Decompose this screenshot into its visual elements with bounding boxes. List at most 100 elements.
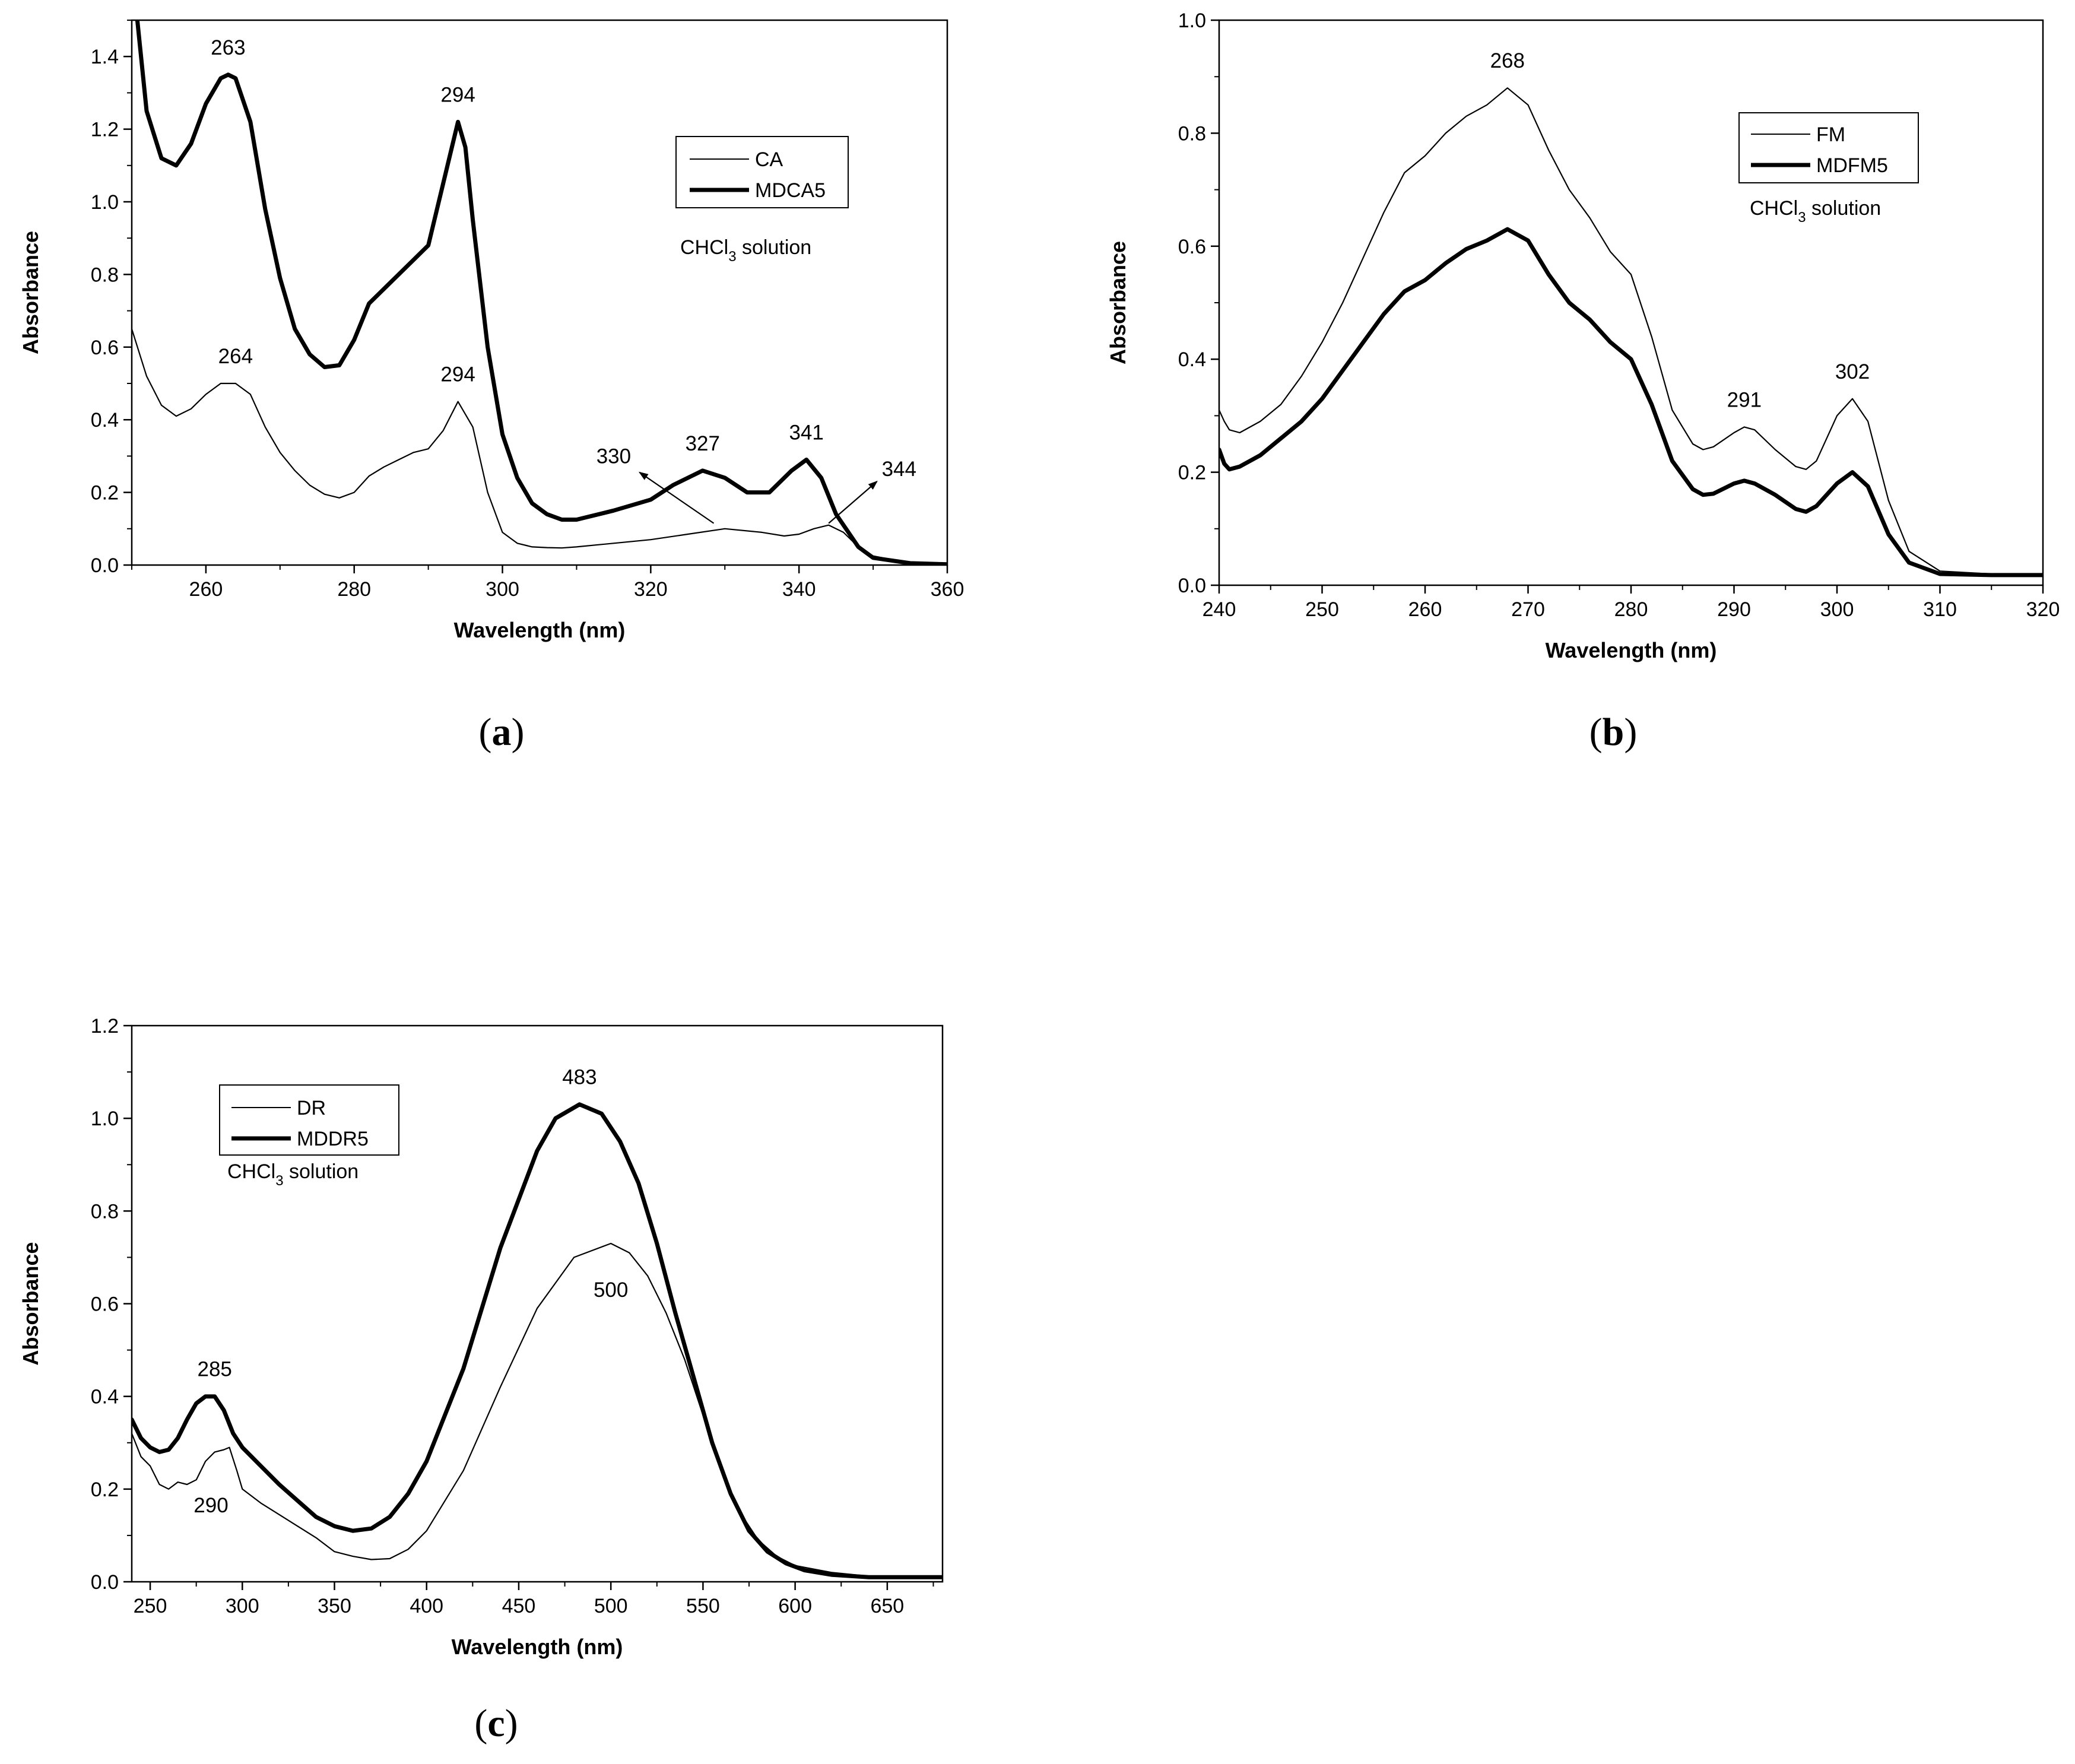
legend-label-mdca5: MDCA5 (755, 179, 826, 202)
x-tick-label: 250 (134, 1595, 167, 1617)
x-tick-label: 300 (226, 1595, 259, 1617)
panel-c-peak-labels: 285 290 483 500 (193, 1066, 628, 1517)
peak-label: 294 (440, 83, 475, 106)
legend-label-mdfm5: MDFM5 (1816, 154, 1888, 177)
x-axis-title: Wavelength (nm) (454, 618, 626, 642)
peak-label: 330 (597, 445, 631, 468)
panel-c-axes: 250 300 350 400 450 500 550 600 650 0.0 0.2 0.4 0.6 0… (18, 1015, 944, 1659)
x-tick-label: 400 (410, 1595, 443, 1617)
series-line-ca (132, 328, 947, 565)
series-line-mdfm5 (1219, 227, 2043, 578)
annotation-arrow (638, 471, 715, 524)
y-axis-title: Absorbance (18, 1242, 43, 1365)
legend-label-fm: FM (1816, 123, 1845, 146)
x-tick-label: 240 (1203, 598, 1236, 621)
y-tick-label: 0.4 (91, 1386, 119, 1408)
x-tick-label: 550 (686, 1595, 720, 1617)
x-axis-title: Wavelength (nm) (452, 1635, 623, 1659)
peak-label: 483 (562, 1066, 597, 1089)
panel-a-peak-labels: 263 294 264 294 327 341 330 344 (211, 36, 916, 481)
y-tick-label: 0.2 (1178, 462, 1206, 484)
x-tick-label: 270 (1511, 598, 1545, 621)
peak-label: 344 (882, 458, 916, 481)
peak-label: 327 (686, 432, 720, 455)
peak-label: 294 (440, 363, 475, 386)
y-axis-title: Absorbance (18, 231, 43, 354)
peak-label: 290 (193, 1494, 228, 1517)
x-tick-label: 320 (2026, 598, 2060, 621)
y-tick-label: 1.0 (1178, 9, 1206, 32)
panel-b-series-layer (1219, 87, 2043, 578)
y-tick-label: 0.4 (1178, 348, 1206, 371)
y-tick-label: 0.6 (91, 337, 119, 359)
x-axis-title: Wavelength (nm) (1546, 638, 1717, 662)
peak-label: 268 (1490, 49, 1525, 72)
panel-c-legend: DR MDDR5 (219, 1084, 399, 1156)
y-tick-label: 0.6 (1178, 236, 1206, 258)
series-line-fm (1219, 87, 2043, 576)
panel-b-axes: 240 250 260 270 280 290 300 310 320 0.0 0.2 0.4 0.6 0… (1106, 9, 2060, 662)
y-tick-label: 0.8 (1178, 122, 1206, 145)
x-tick-label: 280 (337, 578, 371, 601)
x-tick-label: 300 (1820, 598, 1854, 621)
x-tick-label: 450 (502, 1595, 536, 1617)
panel-c-chart: 285 290 483 500 250 300 350 400 450 500 550 600 650… (18, 1015, 944, 1745)
y-tick-label: 0.6 (91, 1293, 119, 1316)
peak-label: 291 (1727, 388, 1762, 411)
panel-b-legend: FM MDFM5 (1738, 112, 1919, 183)
plot-frame (131, 19, 948, 566)
legend-label-ca: CA (755, 148, 783, 171)
legend-label-mddr5: MDDR5 (297, 1128, 369, 1150)
x-tick-label: 300 (486, 578, 519, 601)
x-tick-label: 320 (634, 578, 668, 601)
series-line-mddr5 (132, 1102, 943, 1579)
panel-c-series-layer (132, 1102, 943, 1579)
legend-label-dr: DR (297, 1097, 326, 1119)
y-tick-label: 0.8 (91, 1200, 119, 1223)
series-line-mdca5 (135, 20, 947, 565)
y-tick-label: 0.0 (91, 1571, 119, 1594)
x-tick-label: 260 (189, 578, 223, 601)
y-tick-label: 1.0 (91, 191, 119, 214)
peak-label: 341 (789, 421, 823, 445)
y-tick-label: 1.2 (91, 119, 119, 141)
peak-label: 302 (1835, 360, 1870, 383)
peak-label: 263 (211, 36, 245, 59)
panel-a-legend: CA MDCA5 (675, 136, 849, 208)
x-tick-label: 650 (870, 1595, 904, 1617)
y-tick-label: 0.0 (91, 554, 119, 577)
x-tick-label: 360 (931, 578, 964, 601)
peak-label: 264 (218, 345, 253, 368)
x-tick-label: 250 (1305, 598, 1339, 621)
panel-a-arrows (638, 471, 878, 524)
x-tick-label: 500 (594, 1595, 628, 1617)
x-tick-label: 280 (1614, 598, 1648, 621)
y-tick-label: 0.0 (1178, 575, 1206, 597)
panel-c-caption: (c) (474, 1702, 518, 1745)
y-tick-label: 0.8 (91, 264, 119, 286)
y-axis-title: Absorbance (1106, 241, 1130, 364)
x-tick-label: 310 (1923, 598, 1957, 621)
panel-b-peak-labels: 268 291 302 (1490, 49, 1870, 411)
y-tick-label: 1.0 (91, 1108, 119, 1130)
panel-a-series-layer (132, 20, 947, 565)
x-tick-label: 260 (1408, 598, 1442, 621)
x-tick-label: 350 (318, 1595, 351, 1617)
annotation-arrow (828, 480, 878, 524)
panel-a-axes: 260 280 300 320 340 360 0.0 0.2 0.4 0.6 0.8 1.0 1.2 1… (18, 19, 964, 642)
x-tick-label: 290 (1717, 598, 1751, 621)
x-tick-label: 340 (782, 578, 816, 601)
panel-a-chart: 263 294 264 294 327 341 330 344 260 280 300 320 340… (18, 19, 964, 754)
peak-label: 285 (198, 1358, 232, 1381)
peak-label: 500 (594, 1278, 628, 1302)
panel-a-caption: (a) (479, 710, 525, 754)
x-tick-label: 600 (778, 1595, 812, 1617)
panel-a-solution-note: CHCl3 solution (680, 236, 811, 265)
y-tick-label: 1.2 (91, 1015, 119, 1038)
panel-b-chart: 268 291 302 240 250 260 270 280 290 300 310 320 0.0… (1106, 9, 2060, 754)
y-tick-label: 1.4 (91, 46, 119, 68)
panel-b-solution-note: CHCl3 solution (1750, 197, 1881, 226)
y-tick-label: 0.4 (91, 409, 119, 432)
y-tick-label: 0.2 (91, 1479, 119, 1501)
